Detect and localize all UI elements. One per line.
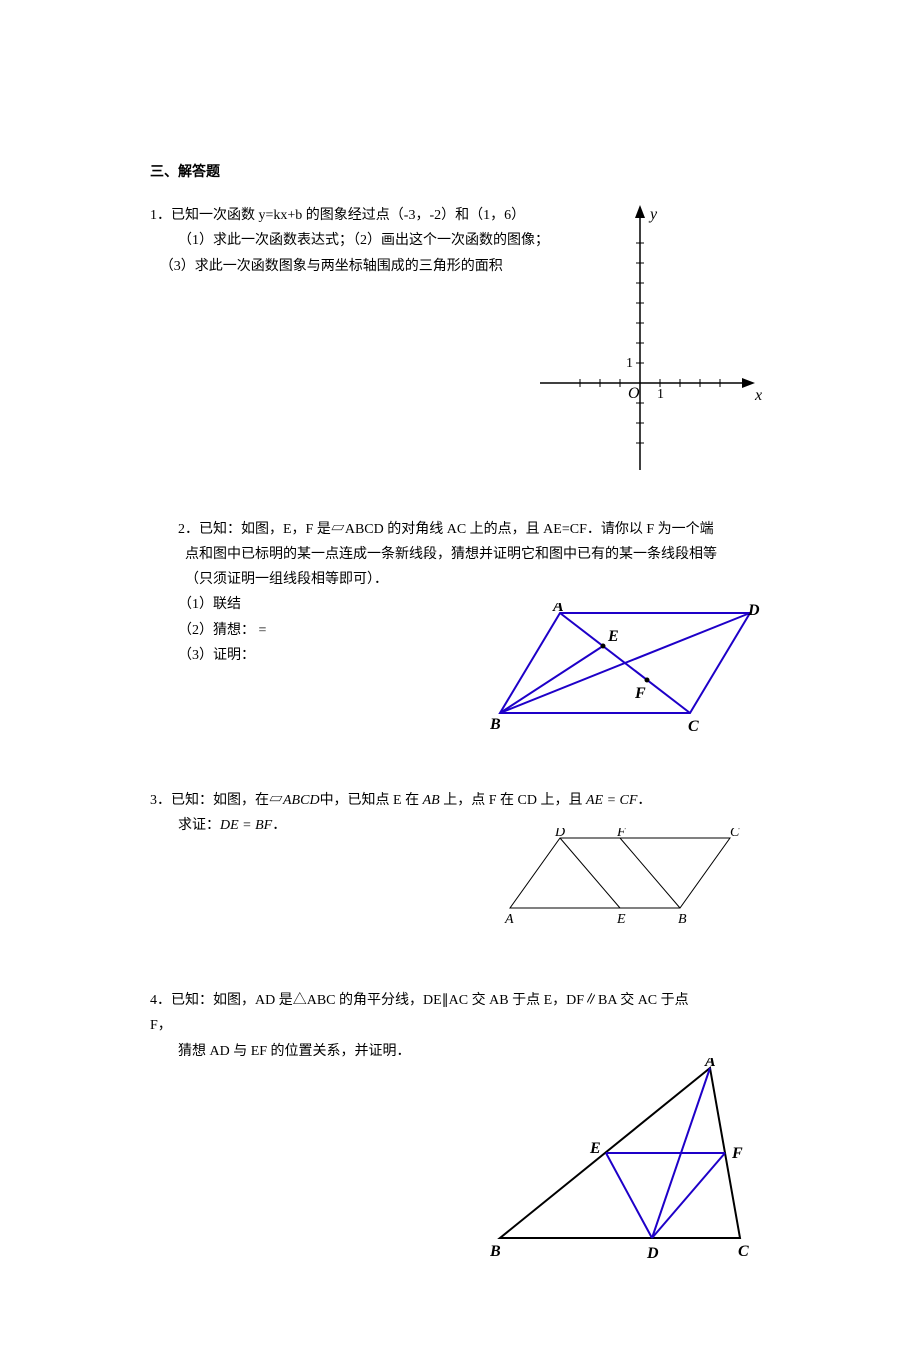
q3-D: D (554, 828, 565, 840)
q4-A: A (704, 1058, 716, 1070)
q3-dot: ． (637, 793, 651, 808)
origin-label: O (628, 385, 640, 402)
problem-4: 4．已知：如图，AD 是△ABC 的角平分线，DE∥AC 交 AB 于点 E，D… (150, 988, 770, 1274)
q4-E: E (589, 1140, 601, 1157)
section-title: 三、解答题 (150, 160, 770, 185)
q2-line1: 2．已知：如图，E，F 是▱ABCD 的对角线 AC 上的点，且 AE=CF．请… (150, 517, 770, 542)
lbl-D: D (747, 603, 760, 619)
q3-stem: 3．已知：如图，在▱ABCD中，已知点 E 在 AB 上，点 F 在 CD 上，… (150, 788, 770, 813)
y-axis-label: y (648, 206, 658, 223)
q3-F: F (616, 828, 626, 840)
q3-AB: AB (423, 793, 440, 808)
q3-ABCD: ABCD (283, 793, 320, 808)
q3-B: B (678, 912, 687, 927)
q2-line2: 点和图中已标明的某一点连成一条新线段，猜想并证明它和图中已有的某一条线段相等 (150, 542, 770, 567)
y-tick-1: 1 (626, 356, 633, 371)
lbl-C: C (688, 718, 699, 735)
figure-3: A B C D E F (500, 828, 750, 928)
lbl-A: A (552, 603, 564, 615)
q3-A: A (504, 912, 514, 927)
q4-C: C (738, 1243, 749, 1260)
q3-eq: AE = CF (586, 793, 637, 808)
lbl-B: B (490, 716, 501, 733)
problem-1: y x O 1 1 1．已知一次函数 y=kx+b 的图象经过点（-3，-2）和… (150, 203, 770, 499)
q4-line2: F， (150, 1013, 770, 1038)
q3-mid-b: 上，点 F 在 CD 上，且 (440, 793, 586, 808)
figure-2: A D B C E F (490, 603, 770, 743)
q3-prefix: 3．已知：如图，在▱ (150, 793, 283, 808)
lbl-F: F (634, 685, 646, 702)
q3-prove-prefix: 求证： (178, 818, 220, 833)
lbl-E: E (607, 628, 619, 645)
x-tick-1: 1 (657, 387, 664, 402)
figure-1-axes: y x O 1 1 (530, 195, 770, 485)
q3-mid-a: 中，已知点 E 在 (320, 793, 423, 808)
figure-4: A B C D E F (490, 1058, 770, 1268)
q3-E: E (616, 912, 626, 927)
problem-3: 3．已知：如图，在▱ABCD中，已知点 E 在 AB 上，点 F 在 CD 上，… (150, 788, 770, 958)
problem-2: 2．已知：如图，E，F 是▱ABCD 的对角线 AC 上的点，且 AE=CF．请… (150, 517, 770, 748)
x-axis-label: x (754, 387, 762, 404)
q4-D: D (646, 1245, 659, 1262)
q4-F: F (731, 1145, 743, 1162)
q4-B: B (490, 1243, 501, 1260)
q3-prove-eq: DE = BF (220, 818, 272, 833)
q2-line3: （只须证明一组线段相等即可）． (150, 567, 770, 592)
q3-C: C (730, 828, 740, 840)
q3-prove-dot: ． (272, 818, 286, 833)
q4-line1: 4．已知：如图，AD 是△ABC 的角平分线，DE∥AC 交 AB 于点 E，D… (150, 988, 770, 1013)
